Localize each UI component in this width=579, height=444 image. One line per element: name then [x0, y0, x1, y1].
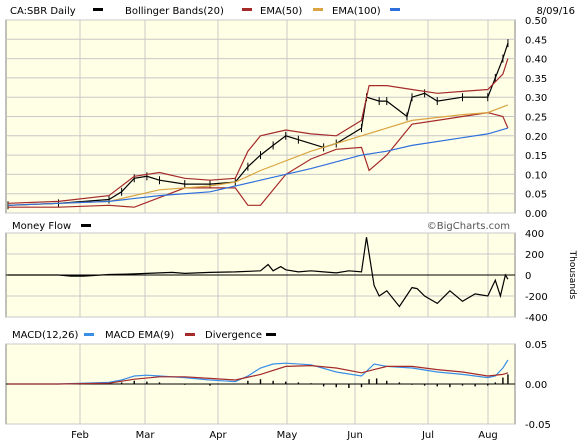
chart-date: 8/09/16: [536, 6, 575, 17]
month-label: Aug: [478, 430, 498, 441]
macd-legend-swatch: [84, 333, 94, 336]
y-tick-label: 0.00: [525, 209, 547, 220]
y-tick-label: 0.05: [525, 340, 547, 351]
ema50-label: EMA(50): [260, 6, 302, 17]
y-tick-label: 0.15: [525, 151, 547, 162]
ema-100-line: [7, 127, 509, 206]
moneyflow-label: Money Flow: [12, 221, 71, 232]
y-tick-label: 0.40: [525, 55, 547, 66]
ema-50-line: [7, 104, 509, 206]
ema100-legend-swatch: [390, 8, 400, 11]
month-label: Jul: [421, 430, 434, 441]
moneyflow-gridlines: [6, 232, 515, 318]
price-series-group: [7, 39, 509, 210]
macd-12-26-line: [8, 359, 509, 385]
macd-axis-ticks: 0.05 0.00 -0.05: [525, 340, 551, 431]
y-tick-label: 0.00: [525, 380, 547, 391]
bollinger-legend-swatch: [242, 8, 252, 11]
bollinger-label: Bollinger Bands(20): [125, 6, 224, 17]
ema50-legend-swatch: [313, 8, 323, 11]
price-axis-ticks: 0.00 0.05 0.10 0.15 0.20 0.25 0.30 0.35 0.40 0.45…: [525, 16, 547, 220]
y-tick-label: -0.05: [525, 420, 551, 431]
macd-series-group: [8, 359, 509, 388]
y-tick-label: 0.45: [525, 35, 547, 46]
moneyflow-unit-label: Thousands: [567, 250, 577, 300]
bigcharts-watermark: ©BigCharts.com: [427, 221, 510, 232]
y-tick-label: 0.30: [525, 93, 547, 104]
y-tick-label: 0.50: [525, 16, 547, 27]
month-label: Feb: [71, 430, 89, 441]
month-axis-labels: Feb Mar Apr May Jun Jul Aug: [71, 430, 498, 441]
y-tick-label: -400: [525, 313, 548, 324]
price-gridlines: [6, 19, 515, 214]
bollinger-bands-20-upper-line: [7, 58, 509, 204]
moneyflow-series-group: [8, 237, 509, 308]
macd-ema-9-line: [8, 364, 509, 385]
y-tick-label: 0.25: [525, 113, 547, 124]
ema100-label: EMA(100): [332, 6, 381, 17]
macd-label: MACD(12,26): [12, 330, 79, 341]
y-tick-label: 0.20: [525, 132, 547, 143]
macd-signal-label: MACD EMA(9): [105, 330, 174, 341]
ca-sbr-daily-line: [7, 43, 509, 206]
bollinger-bands-20-lower-line: [8, 111, 509, 208]
y-tick-label: 400: [525, 229, 544, 240]
price-legend-swatch: [93, 8, 103, 11]
macd-signal-legend-swatch: [185, 333, 195, 336]
moneyflow-axis-ticks: 400 200 0 -200 -400: [525, 229, 548, 324]
divergence-legend-swatch: [266, 333, 276, 336]
y-tick-label: 0.10: [525, 170, 547, 181]
y-tick-label: 0.35: [525, 74, 547, 85]
month-label: Jun: [346, 430, 363, 441]
macd-divergence-label: Divergence: [205, 330, 262, 341]
money-flow-line: [8, 237, 509, 308]
month-label: May: [277, 430, 298, 441]
month-label: Apr: [209, 430, 227, 441]
symbol-label: CA:SBR Daily: [10, 6, 76, 17]
y-tick-label: -200: [525, 292, 548, 303]
y-tick-label: 0: [525, 271, 531, 282]
y-tick-label: 200: [525, 250, 544, 261]
y-tick-label: 0.05: [525, 190, 547, 201]
month-label: Mar: [136, 430, 156, 441]
moneyflow-legend-swatch: [81, 224, 91, 227]
